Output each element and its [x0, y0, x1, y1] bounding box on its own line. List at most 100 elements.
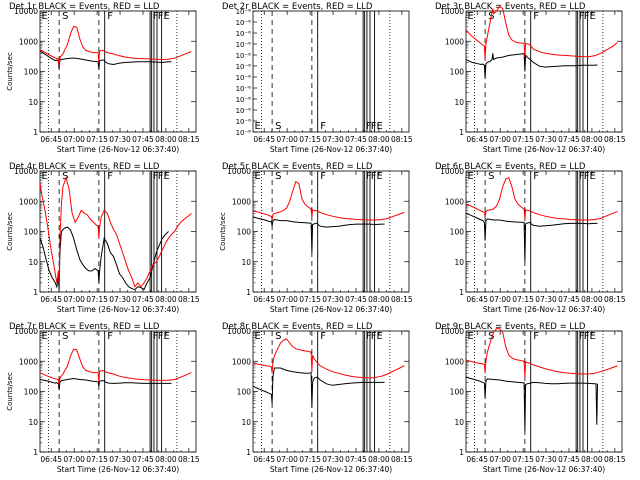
x-tick-label: 07:15 — [512, 135, 534, 144]
time-marker-letter: FE — [158, 11, 170, 22]
y-tick-label: 10000 — [227, 167, 251, 176]
y-tick-label: 10 — [454, 418, 464, 427]
x-tick-label: 07:15 — [512, 455, 534, 464]
y-tick-label: 1000 — [232, 357, 251, 366]
x-tick-label: 07:30 — [322, 135, 344, 144]
time-marker-letter: F — [579, 171, 585, 182]
y-tick-label: 10⁻⁶ — [236, 8, 252, 16]
y-tick-label: 100 — [450, 388, 465, 397]
y-tick-label: 10⁻⁶ — [236, 74, 252, 82]
x-tick-label: 07:45 — [558, 135, 580, 144]
x-tick-label: 06:45 — [466, 295, 488, 304]
x-tick-label: 08:00 — [581, 295, 603, 304]
x-tick-label: 07:30 — [535, 295, 557, 304]
time-marker-letter: FE — [371, 121, 383, 132]
y-tick-label: 10 — [241, 418, 251, 427]
x-tick-label: 07:30 — [322, 295, 344, 304]
x-tick-label: 07:15 — [299, 135, 321, 144]
time-marker-letter: F — [320, 331, 326, 342]
lld-series-line — [39, 25, 192, 67]
y-tick-label: 10⁻⁶ — [236, 19, 252, 27]
chart-title: Det 4r BLACK = Events, RED = LLD — [9, 162, 160, 172]
chart-title: Det 3r BLACK = Events, RED = LLD — [435, 2, 586, 12]
x-tick-label: 07:45 — [345, 295, 367, 304]
y-tick-label: 10000 — [227, 327, 251, 336]
det-4r-panel: Det 4r BLACK = Events, RED = LLD 06:45 07:… — [0, 160, 213, 320]
time-marker-letter: S — [275, 331, 281, 342]
time-marker-letter: FE — [584, 171, 596, 182]
x-tick-label: 07:00 — [489, 455, 511, 464]
x-tick-label: 07:15 — [299, 455, 321, 464]
x-tick-label: 07:30 — [322, 455, 344, 464]
x-tick-label: 07:15 — [512, 295, 534, 304]
time-marker-letter: F — [579, 331, 585, 342]
x-tick-label: 06:45 — [40, 455, 62, 464]
y-tick-label: 10⁻⁶ — [236, 107, 252, 115]
det-2r-panel: Det 2r BLACK = Events, RED = LLD 06:45 07:… — [213, 0, 426, 160]
plot-frame — [252, 10, 410, 133]
det-3r-chart: Det 3r BLACK = Events, RED = LLD 06:45 07:… — [435, 2, 626, 154]
x-tick-label: 08:15 — [391, 455, 413, 464]
time-marker-letter: F — [366, 121, 372, 132]
plot-frame — [465, 10, 623, 133]
lld-series-line — [39, 175, 192, 288]
x-tick-label: 08:00 — [368, 295, 390, 304]
time-marker-letter: S — [488, 331, 494, 342]
chart-title: Det 2r BLACK = Events, RED = LLD — [222, 2, 373, 12]
x-tick-label: 07:00 — [489, 295, 511, 304]
y-tick-label: 1 — [459, 288, 464, 297]
time-marker-letter: FE — [584, 331, 596, 342]
y-tick-label: 1000 — [232, 197, 251, 206]
lld-series-line — [465, 177, 618, 221]
x-tick-label: 07:45 — [558, 455, 580, 464]
time-marker-letter: S — [62, 11, 68, 22]
y-tick-label: 1000 — [19, 197, 38, 206]
chart-title: Det 1r BLACK = Events, RED = LLD — [9, 2, 160, 12]
x-tick-label: 07:45 — [558, 295, 580, 304]
x-tick-label: 07:30 — [535, 455, 557, 464]
x-tick-label: 07:45 — [345, 455, 367, 464]
events-series-line — [252, 367, 385, 408]
time-marker-letter: F — [153, 11, 159, 22]
x-tick-label: 07:15 — [86, 135, 108, 144]
x-tick-label: 08:00 — [368, 135, 390, 144]
x-tick-label: 08:15 — [604, 135, 626, 144]
y-tick-label: 10000 — [440, 7, 464, 16]
det-8r-panel: Det 8r BLACK = Events, RED = LLD 06:45 07:… — [213, 320, 426, 480]
x-axis-label: Start Time (26-Nov-12 06:37:40) — [57, 145, 179, 154]
lld-series-line — [465, 5, 618, 60]
y-tick-label: 10 — [454, 98, 464, 107]
x-tick-label: 06:45 — [40, 135, 62, 144]
x-tick-label: 08:00 — [581, 135, 603, 144]
y-tick-label: 1000 — [19, 37, 38, 46]
time-marker-letter: S — [275, 171, 281, 182]
time-marker-letter: F — [533, 171, 539, 182]
chart-title: Det 6r BLACK = Events, RED = LLD — [435, 162, 586, 172]
det-3r-panel: Det 3r BLACK = Events, RED = LLD 06:45 07:… — [426, 0, 639, 160]
x-tick-label: 07:45 — [132, 295, 154, 304]
x-tick-label: 06:45 — [466, 135, 488, 144]
time-marker-letter: F — [320, 121, 326, 132]
y-tick-label: 100 — [24, 228, 39, 237]
y-tick-label: 100 — [24, 68, 39, 77]
x-tick-label: 08:15 — [391, 295, 413, 304]
x-tick-label: 08:00 — [155, 455, 177, 464]
time-marker-letter: FE — [371, 171, 383, 182]
time-marker-letter: F — [533, 11, 539, 22]
time-marker-letter: F — [366, 171, 372, 182]
x-tick-label: 08:00 — [581, 455, 603, 464]
time-marker-letter: FE — [158, 331, 170, 342]
time-marker-letter: E — [468, 331, 474, 342]
x-tick-label: 08:15 — [178, 455, 200, 464]
y-tick-label: 100 — [237, 228, 252, 237]
y-tick-label: 10⁻⁶ — [236, 96, 252, 104]
y-tick-label: 10 — [28, 98, 38, 107]
x-tick-label: 07:30 — [109, 455, 131, 464]
y-tick-label: 10000 — [14, 167, 38, 176]
x-tick-label: 08:15 — [178, 135, 200, 144]
plot-frame — [252, 170, 410, 293]
y-tick-label: 10 — [28, 258, 38, 267]
